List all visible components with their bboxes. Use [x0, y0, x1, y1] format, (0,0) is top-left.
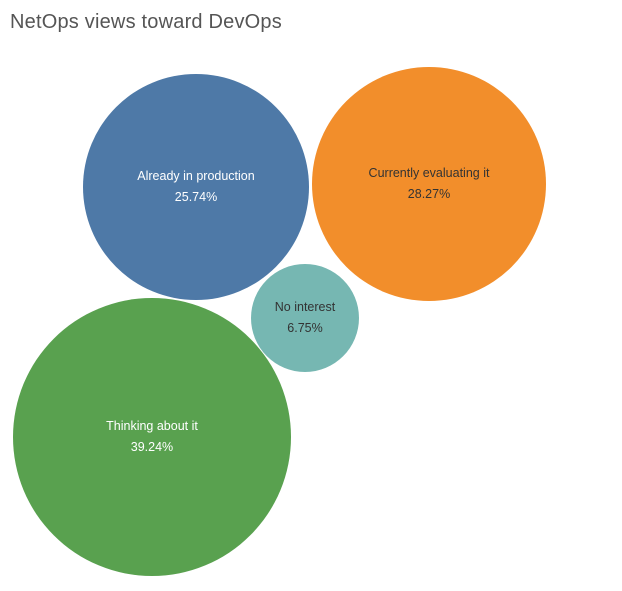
bubble-category-label: Already in production [137, 169, 255, 183]
bubble-thinking-about-it[interactable]: Thinking about it 39.24% [13, 298, 291, 576]
bubble-value-label: 39.24% [130, 440, 174, 454]
bubble-value-label: 6.75% [287, 321, 323, 335]
bubble-currently-evaluating-it[interactable]: Currently evaluating it 28.27% [312, 67, 546, 301]
bubble-label: Currently evaluating it 28.27% [369, 163, 490, 205]
chart-title: NetOps views toward DevOps [10, 11, 282, 33]
bubble-category-label: Currently evaluating it [368, 166, 490, 180]
bubble-value-label: 25.74% [174, 190, 218, 204]
bubble-no-interest[interactable]: No interest 6.75% [251, 264, 359, 372]
bubble-value-label: 28.27% [407, 187, 451, 201]
bubble-already-in-production[interactable]: Already in production 25.74% [83, 74, 309, 300]
bubble-label: No interest 6.75% [275, 297, 335, 339]
bubble-label: Already in production 25.74% [137, 166, 254, 208]
bubble-category-label: Thinking about it [106, 419, 198, 433]
bubble-label: Thinking about it 39.24% [106, 416, 198, 458]
bubble-category-label: No interest [274, 300, 336, 314]
